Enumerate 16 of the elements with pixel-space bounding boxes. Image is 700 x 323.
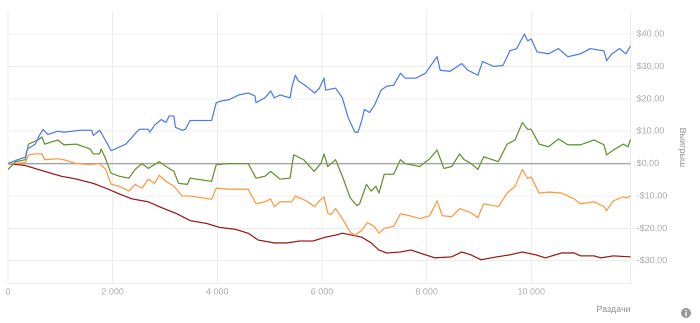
- y-tick-label: -$30,00: [636, 255, 668, 266]
- x-tick-label: 8 000: [415, 286, 438, 296]
- y-tick-label: $20,00: [636, 93, 664, 104]
- x-tick-label: 2 000: [101, 286, 124, 296]
- y-axis-title: Выигрыш: [678, 128, 688, 168]
- y-tick-label: $10,00: [636, 126, 664, 136]
- x-tick-label: 6 000: [310, 286, 334, 296]
- y-tick-label: $40,00: [636, 28, 664, 39]
- y-tick-label: $30,00: [636, 60, 664, 71]
- x-tick-label: 0: [5, 286, 11, 296]
- x-tick-label: 10 000: [517, 286, 546, 296]
- y-tick-label: -$20,00: [636, 222, 668, 233]
- y-tick-label: $0,00: [636, 158, 660, 168]
- x-tick-label: 4 000: [206, 286, 229, 296]
- x-axis-title: Раздачи: [596, 304, 631, 314]
- y-tick-label: -$10,00: [636, 190, 668, 200]
